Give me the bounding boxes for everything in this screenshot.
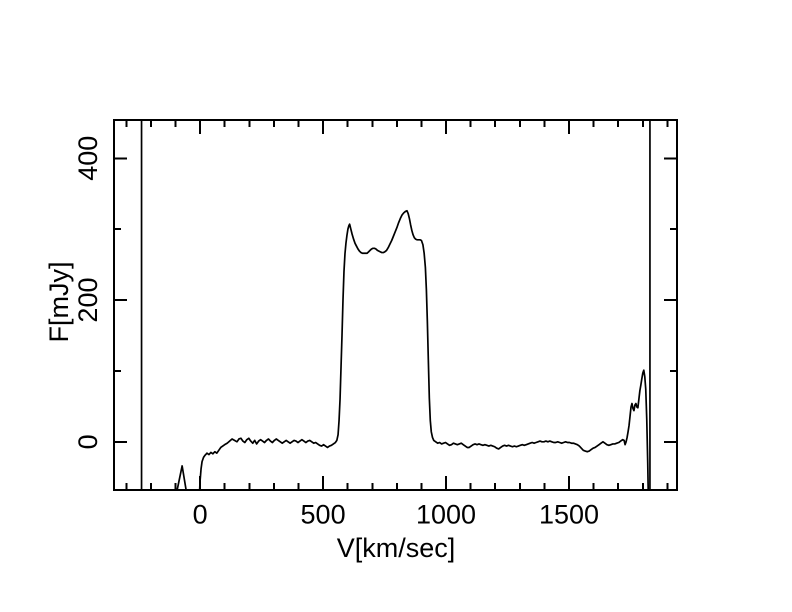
plot-frame [113, 119, 678, 491]
x-tick-label: 1000 [416, 500, 476, 530]
y-tick-label: 0 [73, 434, 103, 449]
plot-axes-and-data: 0 500 1000 1500 0 200 400 [73, 119, 678, 530]
y-tick-label: 200 [73, 278, 103, 323]
x-tick-label: 1500 [539, 500, 599, 530]
y-tick-labels: 0 200 400 [73, 136, 103, 450]
x-axis-title: V[km/sec] [337, 533, 456, 563]
x-tick-label: 0 [193, 500, 208, 530]
x-tick-labels: 0 500 1000 1500 [193, 500, 599, 530]
axis-ticks [114, 120, 677, 490]
y-axis-title: F[mJy] [44, 262, 74, 343]
y-tick-label: 400 [73, 136, 103, 181]
x-tick-label: 500 [301, 500, 346, 530]
band-edge-lines [140, 120, 651, 490]
spectrum-curve [176, 209, 650, 490]
